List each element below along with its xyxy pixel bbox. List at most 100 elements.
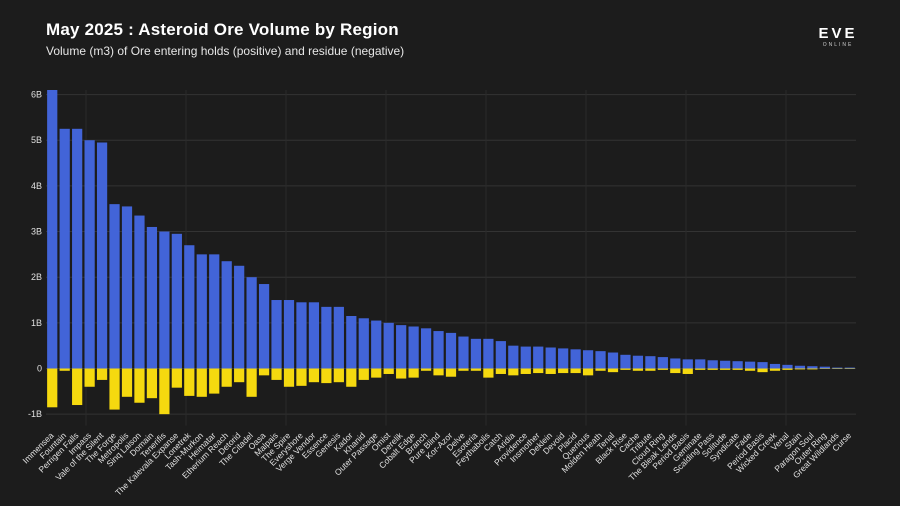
bar-negative [458,368,469,371]
bar-negative [146,368,158,399]
bar-positive [184,245,195,369]
bar-negative [520,368,531,374]
bar-negative [171,368,182,388]
bar-positive [807,366,818,369]
bar-positive [782,364,793,369]
bar-negative [47,368,58,408]
bar-positive [483,338,494,369]
bar-negative [645,368,656,371]
bar-positive [645,356,656,369]
bar-positive [408,326,419,369]
bar-negative [483,368,494,378]
bar-negative [109,368,120,410]
bar-positive [495,341,506,369]
bar-positive [757,362,768,369]
bar-negative [508,368,519,376]
y-tick-label: 3B [31,227,42,237]
bar-negative [707,368,718,370]
bar-positive [146,226,158,369]
logo-subtext: ONLINE [823,42,854,48]
bar-positive [72,128,83,369]
bar-positive [520,346,531,369]
bar-positive [670,358,681,369]
bar-positive [420,328,432,369]
bar-positive [558,348,569,369]
bar-positive [682,359,693,369]
bar-positive [657,357,668,369]
bar-positive [296,302,307,369]
bar-negative [620,368,631,370]
bar-positive [533,346,544,369]
bar-negative [221,368,232,387]
y-tick-label: 2B [31,272,42,282]
bar-negative [607,368,619,373]
bar-negative [782,368,793,370]
bar-negative [807,368,818,370]
bar-negative [732,368,743,370]
bar-positive [445,332,457,369]
bar-positive [832,367,843,369]
y-tick-label: 5B [31,135,42,145]
bar-negative [358,368,369,380]
bar-positive [109,204,120,369]
bar-positive [396,325,407,369]
logo-text: EVE [818,25,857,42]
bar-positive [607,352,619,369]
y-tick-label: 4B [31,181,42,191]
bar-positive [321,306,332,369]
bar-negative [321,368,332,384]
bar-positive [470,338,482,369]
bar-negative [495,368,506,374]
bar-positive [358,318,369,369]
y-tick-label: -1B [28,409,42,419]
bar-negative [72,368,83,406]
bar-positive [433,331,444,369]
bar-negative [533,368,544,374]
bar-positive [570,349,581,369]
bar-negative [682,368,693,374]
bar-negative [159,368,170,415]
bar-negative [408,368,419,378]
bar-positive [258,284,270,369]
bar-positive [769,363,781,369]
bar-negative [333,368,344,383]
bar-negative [595,368,606,371]
bar-negative [657,368,668,370]
bar-negative [371,368,382,378]
bar-positive [383,322,394,369]
bar-negative [445,368,457,377]
bar-positive [794,365,806,369]
bar-negative [258,368,270,376]
bar-positive [134,215,145,369]
bar-negative [794,368,806,370]
bar-positive [209,254,220,369]
bar-negative [558,368,569,374]
bar-positive [819,366,830,369]
bar-positive [159,231,170,369]
bar-negative [396,368,407,379]
bar-negative [196,368,207,397]
bar-positive [308,302,320,369]
bar-positive [732,361,743,369]
bar-negative [296,368,307,386]
bar-positive [371,320,382,369]
bar-negative [570,368,581,374]
bar-positive [271,300,282,369]
y-tick-label: 0 [37,364,42,374]
bar-negative [383,368,394,374]
bar-negative [433,368,444,376]
bar-negative [470,368,482,371]
bar-negative [84,368,95,387]
bar-positive [508,345,519,369]
bar-positive [196,254,207,369]
bar-positive [283,300,295,369]
y-tick-label: 1B [31,318,42,328]
bar-negative [670,368,681,374]
bar-negative [59,368,70,371]
bar-negative [234,368,245,383]
bar-positive [121,206,133,369]
bar-positive [545,347,556,369]
bar-negative [757,368,768,373]
bar-positive [707,360,718,369]
bar-negative [96,368,108,380]
